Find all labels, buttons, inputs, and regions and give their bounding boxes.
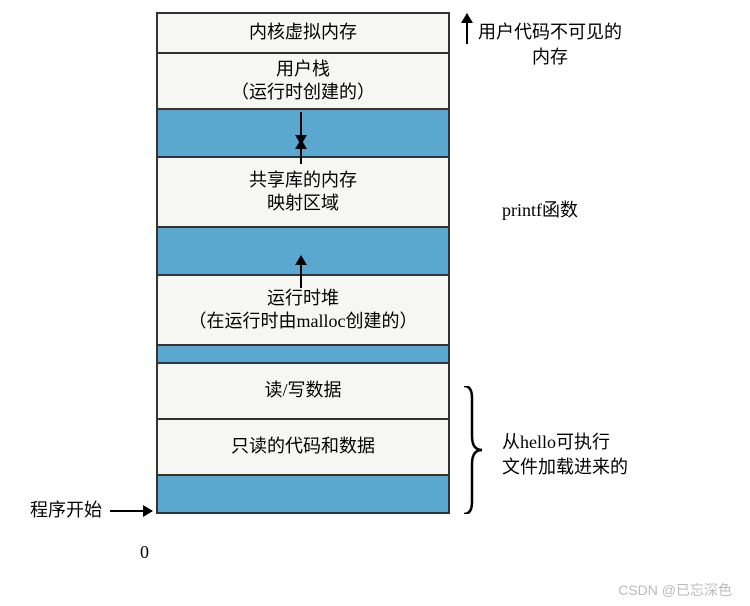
seg-shared-label1: 共享库的内存 <box>249 170 357 190</box>
seg-kernel-label: 内核虚拟内存 <box>249 22 357 42</box>
seg-heap-label2: （在运行时由malloc创建的） <box>189 311 418 331</box>
seg-stack: 用户栈 （运行时创建的） <box>158 54 448 110</box>
label-printf: printf函数 <box>502 198 578 223</box>
seg-kernel: 内核虚拟内存 <box>158 14 448 54</box>
arrow-shared-up <box>300 140 302 164</box>
seg-gap4 <box>158 476 448 512</box>
label-zero: 0 <box>140 540 149 565</box>
seg-heap: 运行时堆 （在运行时由malloc创建的） <box>158 276 448 346</box>
seg-ro: 只读的代码和数据 <box>158 420 448 476</box>
seg-heap-label1: 运行时堆 <box>267 288 339 308</box>
arrow-heap-up <box>300 256 302 288</box>
label-invisible-mem: 用户代码不可见的 内存 <box>478 20 622 70</box>
seg-gap1 <box>158 110 448 158</box>
seg-gap3 <box>158 346 448 364</box>
label-hello-exec: 从hello可执行 文件加载进来的 <box>502 430 628 480</box>
seg-rw: 读/写数据 <box>158 364 448 420</box>
seg-stack-label2: （运行时创建的） <box>231 82 375 102</box>
seg-shared-label2: 映射区域 <box>267 193 339 213</box>
seg-stack-label1: 用户栈 <box>276 59 330 79</box>
seg-rw-label: 读/写数据 <box>264 380 341 400</box>
seg-ro-label: 只读的代码和数据 <box>231 436 375 456</box>
brace-icon <box>462 386 484 514</box>
seg-shared: 共享库的内存 映射区域 <box>158 158 448 228</box>
seg-gap2 <box>158 228 448 276</box>
label-program-start: 程序开始 <box>30 498 102 523</box>
watermark: CSDN @已忘深色 <box>618 580 732 600</box>
arrow-up-top <box>466 14 468 44</box>
arrow-program-start <box>110 510 152 512</box>
